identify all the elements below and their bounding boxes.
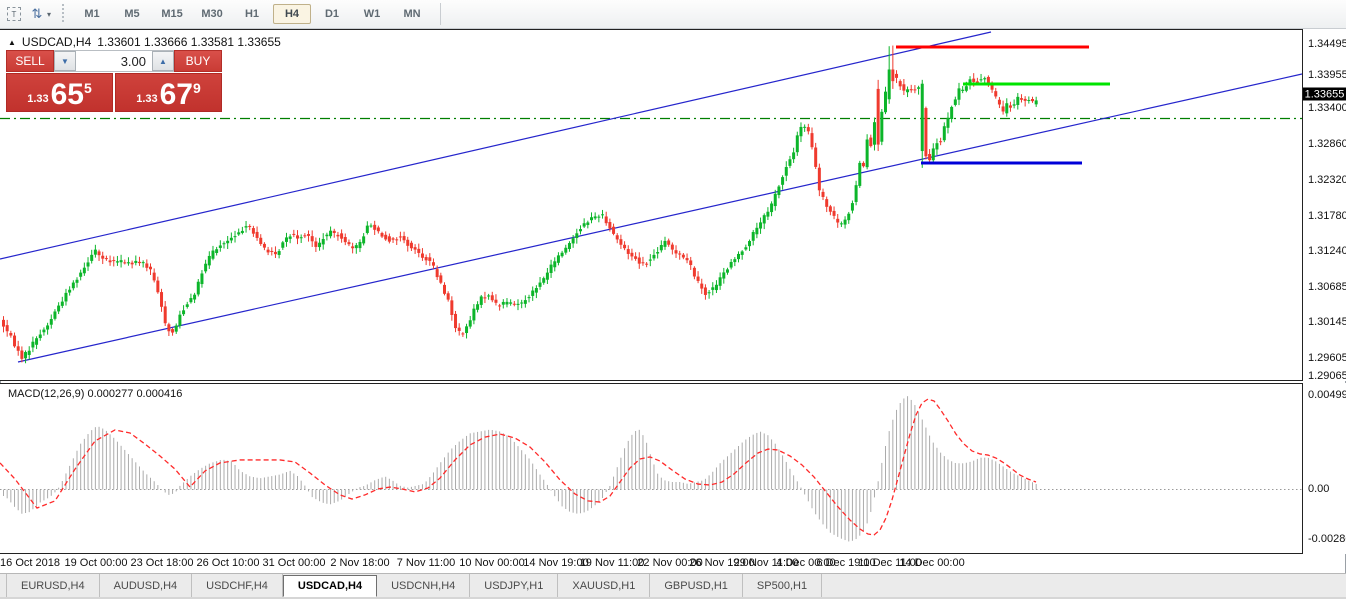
chart-tab-audusd[interactable]: AUDUSD,H4: [100, 574, 193, 597]
top-toolbar: T ⇅ ▾ M1 M5 M15 M30 H1 H4 D1 W1 MN: [0, 0, 1346, 29]
price-axis-label: 1.30685: [1308, 281, 1346, 293]
chart-tab-xauusd[interactable]: XAUUSD,H1: [558, 574, 651, 597]
macd-axis-label: 0.004995: [1308, 389, 1346, 401]
chart-title: ▲ USDCAD,H4 1.33601 1.33666 1.33581 1.33…: [8, 35, 281, 49]
macd-title: MACD(12,26,9) 0.000277 0.000416: [8, 388, 182, 400]
select-rectangle-glyph: T: [7, 7, 21, 21]
price-axis-label: 1.33955: [1308, 69, 1346, 81]
macd-axis[interactable]: 0.004995 0.00 -0.00286: [1303, 383, 1346, 554]
price-axis-label: 1.29605: [1308, 352, 1346, 364]
candlestick-chart: [0, 31, 1303, 364]
current-price-tag: 1.33655: [1303, 87, 1346, 101]
time-axis-label: 14 Dec 00:00: [899, 557, 965, 569]
macd-label: MACD(12,26,9): [8, 388, 85, 400]
volume-stepper: ▼ 3.00 ▲: [54, 50, 174, 72]
macd-value: 0.000277: [87, 388, 134, 400]
price-axis-label: 1.29065: [1308, 370, 1346, 382]
bottom-strip: [0, 597, 1346, 599]
time-axis-label: 22 Nov 00:00: [637, 557, 703, 569]
sell-button[interactable]: SELL: [6, 50, 54, 72]
sell-price-sup: 5: [84, 80, 92, 96]
price-axis-label: 1.34495: [1308, 38, 1346, 50]
timeframe-button-m1[interactable]: M1: [84, 8, 100, 20]
volume-increase-button[interactable]: ▲: [152, 51, 174, 71]
timeframe-button-m15[interactable]: M15: [161, 8, 183, 20]
macd-signal-value: 0.000416: [136, 388, 183, 400]
macd-pane[interactable]: MACD(12,26,9) 0.000277 0.000416: [0, 383, 1303, 554]
timeframe-button-m30[interactable]: M30: [201, 8, 223, 20]
time-axis-label: 6 Dec 19:00: [816, 557, 876, 569]
chart-tab-usdchf[interactable]: USDCHF,H4: [192, 574, 283, 597]
price-axis-label: 1.32860: [1308, 138, 1346, 150]
timeframe-button-w1[interactable]: W1: [363, 8, 381, 20]
time-axis-label: 16 Oct 2018: [0, 557, 60, 569]
chart-tab-bar: EURUSD,H4 AUDUSD,H4 USDCHF,H4 USDCAD,H4 USDC…: [0, 573, 1346, 597]
time-axis-label: 4 Dec 00:00: [776, 557, 836, 569]
chart-canvas[interactable]: ▲ USDCAD,H4 1.33601 1.33666 1.33581 1.33…: [0, 29, 1303, 381]
price-axis-label: 1.32320: [1308, 174, 1346, 186]
chart-tab-eurusd[interactable]: EURUSD,H4: [6, 574, 100, 597]
buy-price-sup: 9: [193, 80, 201, 96]
time-axis-label: 10 Nov 00:00: [459, 557, 525, 569]
timeframe-button-h1[interactable]: H1: [244, 8, 260, 20]
price-axis-label: 1.31780: [1308, 210, 1346, 222]
price-axis[interactable]: 1.34495 1.33955 1.33400 1.32860 1.32320 1.317…: [1303, 29, 1346, 382]
timeframe-button-h4[interactable]: H4: [273, 4, 312, 24]
chart-tab-usdjpy[interactable]: USDJPY,H1: [470, 574, 559, 597]
chart-tab-usdcad[interactable]: USDCAD,H4: [282, 575, 378, 597]
time-axis-label: 14 Nov 19:00: [523, 557, 589, 569]
styler-dropdown-icon[interactable]: ▾: [47, 9, 52, 19]
macd-axis-label: -0.00286: [1308, 533, 1346, 545]
chart-tab-sp500[interactable]: SP500,H1: [743, 574, 823, 597]
buy-price-box[interactable]: 1.33 67 9: [115, 73, 222, 112]
time-axis-label: 11 Dec 11:00: [858, 557, 922, 569]
time-axis-label: 31 Oct 00:00: [262, 557, 326, 569]
timeframe-button-m5[interactable]: M5: [124, 8, 140, 20]
time-axis-label: 19 Nov 11:00: [579, 557, 645, 569]
buy-price-big: 67: [159, 78, 193, 111]
sell-price-big: 65: [50, 78, 84, 111]
volume-decrease-button[interactable]: ▼: [54, 51, 76, 71]
sell-price-box[interactable]: 1.33 65 5: [6, 73, 113, 112]
time-axis-label: 26 Oct 10:00: [196, 557, 260, 569]
collapse-panel-icon[interactable]: ▲: [8, 37, 16, 47]
chart-tab-gbpusd[interactable]: GBPUSD,H1: [650, 574, 743, 597]
chart-symbol-label: USDCAD,H4: [21, 35, 92, 49]
chart-tab-usdcnh[interactable]: USDCNH,H4: [377, 574, 471, 597]
chart-ohlc-label: 1.33601 1.33666 1.33581 1.33655: [97, 35, 281, 49]
time-axis[interactable]: 16 Oct 2018 19 Oct 00:00 23 Oct 18:00 26 Oc…: [0, 554, 1303, 573]
toolbar-separator: [440, 3, 442, 25]
time-axis-label: 2 Nov 18:00: [330, 557, 390, 569]
price-axis-label: 1.33400: [1308, 102, 1346, 114]
volume-input[interactable]: 3.00: [76, 51, 152, 71]
time-axis-label: 26 Nov 19:00: [689, 557, 755, 569]
price-axis-label: 1.31240: [1308, 245, 1346, 257]
buy-button[interactable]: BUY: [174, 50, 222, 72]
styler-arrows-icon[interactable]: ⇅: [31, 6, 43, 21]
timeframe-toolbar: M1 M5 M15 M30 H1 H4 D1 W1 MN: [72, 4, 432, 24]
time-axis-label: 29 Nov 11:00: [733, 557, 799, 569]
price-axis-label: 1.30145: [1308, 316, 1346, 328]
sell-price-small: 1.33: [27, 93, 49, 105]
buy-price-small: 1.33: [136, 93, 158, 105]
time-axis-label: 19 Oct 00:00: [64, 557, 128, 569]
one-click-trading-panel: SELL ▼ 3.00 ▲ BUY 1.33 65 5 1.33 67 9: [6, 50, 222, 112]
timeframe-button-mn[interactable]: MN: [403, 8, 421, 20]
select-rectangle-icon[interactable]: T: [5, 5, 23, 23]
toolbar-grip[interactable]: [61, 4, 67, 24]
macd-axis-label: 0.00: [1308, 483, 1330, 495]
time-axis-label: 23 Oct 18:00: [130, 557, 194, 569]
timeframe-button-d1[interactable]: D1: [324, 8, 340, 20]
time-axis-label: 7 Nov 11:00: [396, 557, 456, 569]
macd-chart: [0, 396, 1302, 542]
